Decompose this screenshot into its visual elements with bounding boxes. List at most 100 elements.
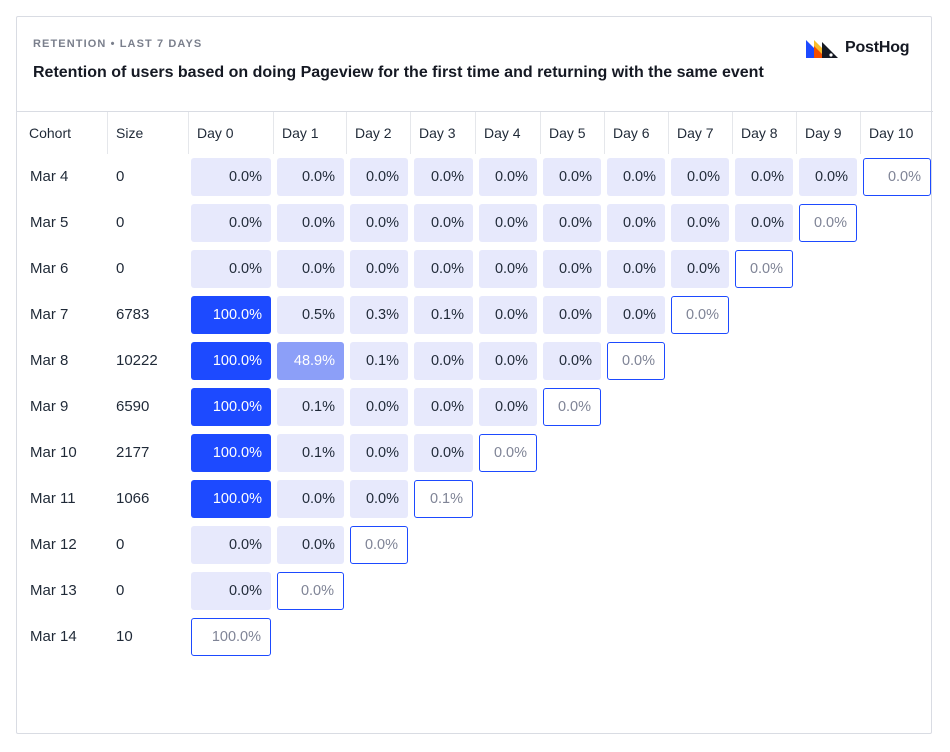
retention-cell[interactable]: 0.0%	[543, 342, 601, 380]
retention-cell[interactable]: 0.0%	[671, 296, 729, 334]
retention-cell[interactable]: 0.0%	[350, 526, 408, 564]
cohort-size: 0	[116, 536, 125, 553]
retention-cell[interactable]: 0.0%	[607, 204, 665, 242]
cohort-row[interactable]: Mar 13 0 0.0% 0.0%	[17, 568, 933, 614]
retention-cell[interactable]: 0.0%	[414, 388, 473, 426]
cohort-row[interactable]: Mar 10 2177 100.0% 0.1% 0.0% 0.0% 0.0%	[17, 430, 933, 476]
cohort-label: Mar 8	[30, 352, 69, 369]
cohort-label: Mar 14	[30, 628, 77, 645]
retention-cell[interactable]: 0.0%	[414, 250, 473, 288]
retention-cell[interactable]: 100.0%	[191, 342, 271, 380]
hedgehog-logo-icon	[806, 38, 840, 58]
retention-cell[interactable]: 0.0%	[735, 158, 793, 196]
retention-cell[interactable]: 0.0%	[671, 204, 729, 242]
retention-cell[interactable]: 0.0%	[799, 158, 857, 196]
retention-cell[interactable]: 0.0%	[350, 158, 408, 196]
retention-cell[interactable]: 0.0%	[350, 480, 408, 518]
retention-cell[interactable]: 0.1%	[277, 388, 344, 426]
retention-cell[interactable]: 0.0%	[799, 204, 857, 242]
retention-cell[interactable]: 100.0%	[191, 388, 271, 426]
retention-cell[interactable]: 0.0%	[543, 296, 601, 334]
retention-cell[interactable]: 0.0%	[414, 204, 473, 242]
cohort-label: Mar 9	[30, 398, 69, 415]
retention-cell[interactable]: 0.0%	[277, 204, 344, 242]
cohort-size: 0	[116, 582, 125, 599]
retention-cell[interactable]: 0.0%	[350, 434, 408, 472]
column-header-day-6: Day 6	[604, 112, 668, 154]
retention-cell[interactable]: 0.0%	[479, 250, 537, 288]
column-header-day-3: Day 3	[410, 112, 475, 154]
retention-cell[interactable]: 0.0%	[191, 526, 271, 564]
retention-cell[interactable]: 0.0%	[191, 204, 271, 242]
cohort-row[interactable]: Mar 9 6590 100.0% 0.1% 0.0% 0.0% 0.0% 0.0%	[17, 384, 933, 430]
column-header-day-1: Day 1	[273, 112, 346, 154]
retention-cell[interactable]: 0.0%	[607, 296, 665, 334]
retention-cell[interactable]: 0.0%	[350, 204, 408, 242]
retention-cell[interactable]: 0.0%	[191, 250, 271, 288]
retention-cell[interactable]: 0.0%	[479, 204, 537, 242]
retention-cell[interactable]: 0.0%	[414, 342, 473, 380]
cohort-size: 6783	[116, 306, 150, 323]
retention-cell[interactable]: 0.0%	[277, 572, 344, 610]
retention-cell[interactable]: 0.1%	[414, 480, 473, 518]
column-header-cohort: Cohort	[29, 125, 72, 141]
cohort-row[interactable]: Mar 4 0 0.0% 0.0% 0.0% 0.0% 0.0% 0.0% 0.0% 0.0% 0.…	[17, 154, 933, 200]
cohort-row[interactable]: Mar 11 1066 100.0% 0.0% 0.0% 0.1%	[17, 476, 933, 522]
retention-cell[interactable]: 0.0%	[735, 250, 793, 288]
cohort-row[interactable]: Mar 12 0 0.0% 0.0% 0.0%	[17, 522, 933, 568]
retention-cell[interactable]: 100.0%	[191, 296, 271, 334]
cohort-label: Mar 13	[30, 582, 77, 599]
retention-cell[interactable]: 0.0%	[543, 204, 601, 242]
retention-cell[interactable]: 100.0%	[191, 434, 271, 472]
cohort-size: 10222	[116, 352, 158, 369]
retention-cell[interactable]: 0.0%	[277, 250, 344, 288]
retention-cell[interactable]: 0.0%	[414, 158, 473, 196]
retention-cell[interactable]: 0.0%	[191, 572, 271, 610]
cohort-row[interactable]: Mar 6 0 0.0% 0.0% 0.0% 0.0% 0.0% 0.0% 0.0% 0.0% 0.…	[17, 246, 933, 292]
cohort-row[interactable]: Mar 5 0 0.0% 0.0% 0.0% 0.0% 0.0% 0.0% 0.0% 0.0% 0.…	[17, 200, 933, 246]
column-header-day-10: Day 10	[860, 112, 922, 154]
cohort-size: 2177	[116, 444, 150, 461]
retention-cell[interactable]: 0.0%	[543, 388, 601, 426]
retention-cell[interactable]: 0.0%	[607, 158, 665, 196]
retention-cell[interactable]: 0.0%	[671, 250, 729, 288]
retention-cell[interactable]: 0.0%	[191, 158, 271, 196]
retention-cell[interactable]: 0.0%	[277, 526, 344, 564]
retention-cell[interactable]: 0.0%	[735, 204, 793, 242]
retention-cell[interactable]: 0.1%	[414, 296, 473, 334]
insight-kicker: RETENTION • LAST 7 DAYS	[33, 38, 203, 50]
retention-cell[interactable]: 0.0%	[607, 250, 665, 288]
retention-cell[interactable]: 0.0%	[863, 158, 931, 196]
retention-cell[interactable]: 0.0%	[277, 480, 344, 518]
retention-cell[interactable]: 0.0%	[543, 158, 601, 196]
retention-cell[interactable]: 100.0%	[191, 480, 271, 518]
retention-cell[interactable]: 0.0%	[543, 250, 601, 288]
retention-cell[interactable]: 0.0%	[479, 158, 537, 196]
table-header: Cohort Size Day 0 Day 1 Day 2 Day 3 Day 4 Day 5…	[17, 112, 933, 154]
cohort-size: 0	[116, 260, 125, 277]
retention-cell[interactable]: 0.0%	[479, 434, 537, 472]
retention-cell[interactable]: 0.0%	[277, 158, 344, 196]
retention-cell[interactable]: 100.0%	[191, 618, 271, 656]
retention-cell[interactable]: 0.3%	[350, 296, 408, 334]
retention-cell[interactable]: 48.9%	[277, 342, 344, 380]
cohort-row[interactable]: Mar 8 10222 100.0% 48.9% 0.1% 0.0% 0.0% 0.0% 0.0…	[17, 338, 933, 384]
retention-cell[interactable]: 0.0%	[671, 158, 729, 196]
cohort-row[interactable]: Mar 7 6783 100.0% 0.5% 0.3% 0.1% 0.0% 0.0% 0.0% 0…	[17, 292, 933, 338]
retention-cell[interactable]: 0.5%	[277, 296, 344, 334]
column-header-day-0: Day 0	[188, 112, 273, 154]
posthog-logo[interactable]: PostHog	[806, 38, 910, 58]
retention-cell[interactable]: 0.0%	[350, 388, 408, 426]
cohort-label: Mar 4	[30, 168, 69, 185]
retention-cell[interactable]: 0.0%	[479, 388, 537, 426]
retention-cell[interactable]: 0.1%	[277, 434, 344, 472]
column-header-day-8: Day 8	[732, 112, 796, 154]
retention-cell[interactable]: 0.0%	[607, 342, 665, 380]
retention-cell[interactable]: 0.0%	[479, 296, 537, 334]
retention-cell[interactable]: 0.0%	[350, 250, 408, 288]
retention-cell[interactable]: 0.1%	[350, 342, 408, 380]
retention-cell[interactable]: 0.0%	[414, 434, 473, 472]
retention-cell[interactable]: 0.0%	[479, 342, 537, 380]
cohort-row[interactable]: Mar 14 10 100.0%	[17, 614, 933, 660]
column-header-day-2: Day 2	[346, 112, 410, 154]
